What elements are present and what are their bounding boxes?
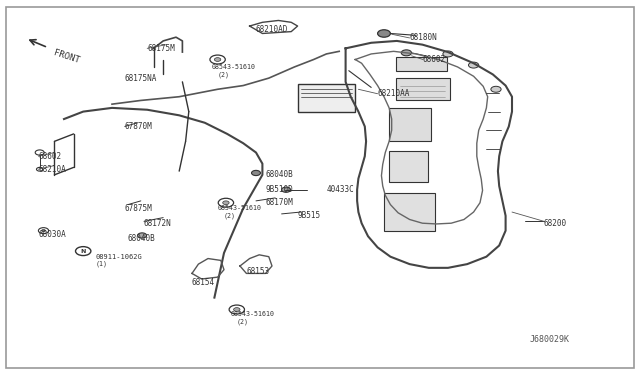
Text: 68040B: 68040B [128,234,156,243]
Text: 68172N: 68172N [144,219,172,228]
Text: 08911-1062G: 08911-1062G [96,254,143,260]
Circle shape [468,62,479,68]
Text: (1): (1) [96,261,108,267]
Circle shape [378,30,390,37]
Text: 9B510D: 9B510D [266,185,293,194]
Bar [396,78,450,100]
Bar [384,193,435,231]
Text: (2): (2) [218,71,230,78]
Text: 68210AA: 68210AA [378,89,410,97]
Circle shape [214,58,221,61]
Text: 68153: 68153 [246,267,269,276]
Circle shape [401,50,412,56]
Text: 68170M: 68170M [266,198,293,207]
Circle shape [42,230,45,232]
Circle shape [491,86,501,92]
Text: 68030A: 68030A [38,230,66,239]
Text: (2): (2) [224,212,236,219]
Text: 08543-51610: 08543-51610 [211,64,255,70]
Bar [298,84,355,112]
Circle shape [282,187,291,192]
Text: N: N [81,248,86,254]
Text: 08543-51610: 08543-51610 [218,205,262,211]
Circle shape [138,233,147,238]
Text: 08543-51610: 08543-51610 [230,311,275,317]
Circle shape [443,51,453,57]
Circle shape [234,308,240,311]
Bar [389,151,428,182]
Text: 9B515: 9B515 [298,211,321,220]
Text: 68210A: 68210A [38,165,66,174]
Text: 68180N: 68180N [410,33,437,42]
Circle shape [252,170,260,176]
Text: 68154: 68154 [192,278,215,287]
Text: 68210AD: 68210AD [256,25,289,34]
Text: 68602: 68602 [38,152,61,161]
Text: (2): (2) [237,318,249,325]
Text: 40433C: 40433C [326,185,354,194]
Text: 68175NA: 68175NA [125,74,157,83]
Text: 67875M: 67875M [125,204,152,213]
Bar [389,108,431,141]
Circle shape [223,201,229,205]
Text: 68040B: 68040B [266,170,293,179]
Text: FRONT: FRONT [52,48,81,65]
Bar [396,57,447,71]
Text: 68602: 68602 [422,55,445,64]
Text: 68175M: 68175M [147,44,175,53]
Text: 67870M: 67870M [125,122,152,131]
Text: 68200: 68200 [544,219,567,228]
Text: J680029K: J680029K [530,335,570,344]
